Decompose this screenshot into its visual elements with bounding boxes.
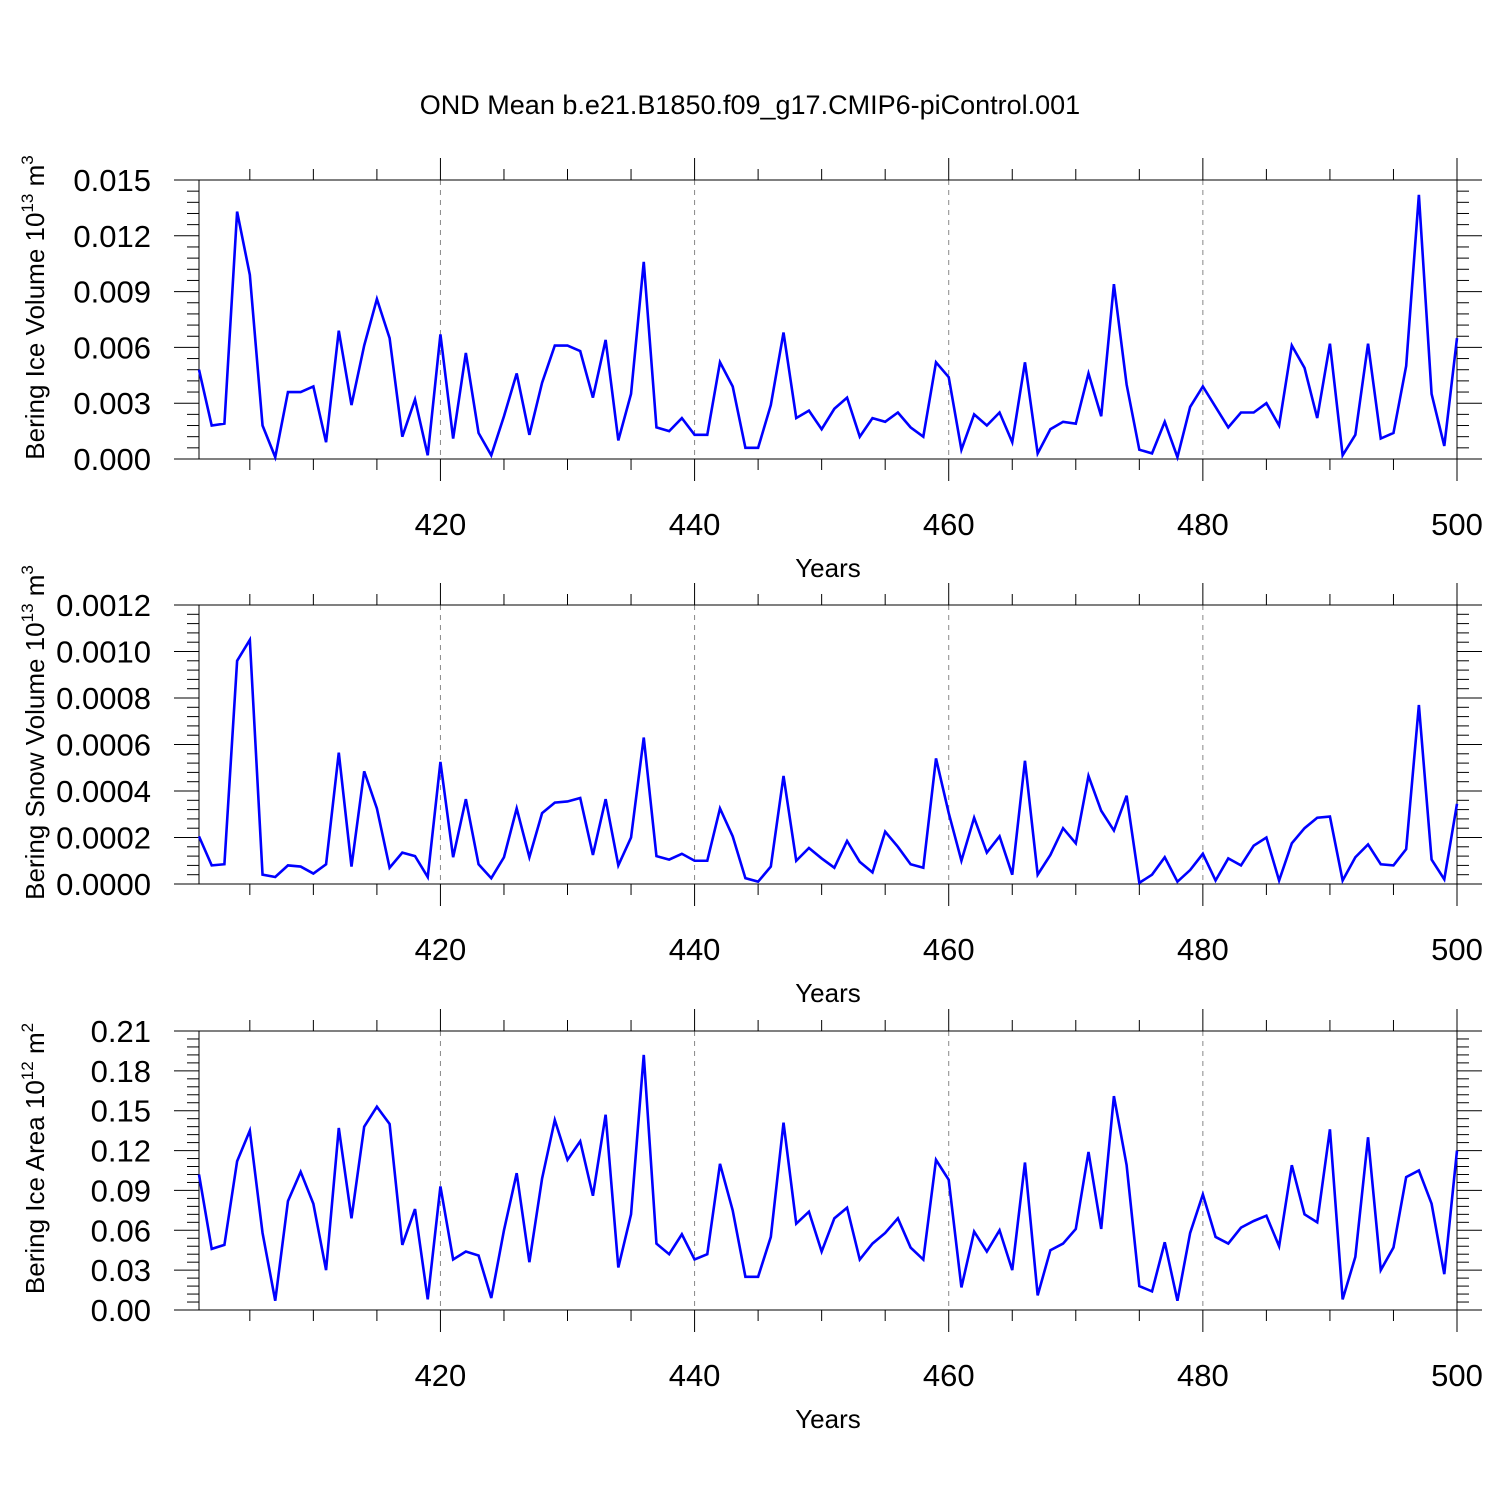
x-tick-label: 460 [923,507,975,542]
series-line-0 [197,635,1459,886]
figure-title: OND Mean b.e21.B1850.f09_g17.CMIP6-piCon… [420,90,1080,120]
y-tick-label: 0.18 [91,1054,151,1089]
x-tick-label: 440 [669,507,721,542]
y-axis-label: Bering Snow Volume 1013 m3 [18,565,50,900]
y-tick-label: 0.0000 [56,867,151,902]
x-axis-label: Years [795,978,861,1008]
x-tick-label: 480 [1177,507,1229,542]
y-tick-label: 0.21 [91,1014,151,1049]
x-tick-label: 460 [923,932,975,967]
y-tick-label: 0.000 [73,442,151,477]
x-tick-label: 500 [1431,507,1483,542]
x-tick-label: 500 [1431,932,1483,967]
panel-snow-volume: 420 440 460 480 500 Years 0.0000 0.0002 0.0004 0.… [18,565,1483,1008]
x-tick-label: 480 [1177,932,1229,967]
panel-ice-area: 420 440 460 480 500 Years 0.00 0.03 0.06 0.09 0.12… [18,1009,1483,1434]
x-tick-label: 460 [923,1358,975,1393]
x-tick-label: 420 [415,1358,467,1393]
y-tick-label: 0.015 [73,163,151,198]
y-tick-label: 0.0004 [56,774,151,809]
y-tick-label: 0.0012 [56,588,151,623]
x-tick-label: 420 [415,932,467,967]
series-line-0 [197,1054,1459,1301]
panel-ice-volume: 420 440 460 480 500 Years 0.000 0.003 0.006 0.009… [18,155,1483,583]
series-line-0 [197,194,1459,462]
y-tick-label: 0.0006 [56,728,151,763]
y-tick-label: 0.06 [91,1213,151,1248]
y-tick-label: 0.09 [91,1173,151,1208]
y-tick-label: 0.006 [73,330,151,365]
x-tick-label: 420 [415,507,467,542]
y-tick-label: 0.003 [73,386,151,421]
y-tick-label: 0.009 [73,275,151,310]
y-tick-label: 0.15 [91,1094,151,1129]
plot-frame [198,1030,1458,1311]
y-axis-label: Bering Ice Area 1012 m2 [18,1023,50,1294]
x-tick-label: 480 [1177,1358,1229,1393]
x-tick-label: 440 [669,932,721,967]
y-tick-label: 0.12 [91,1134,151,1169]
x-tick-label: 500 [1431,1358,1483,1393]
y-tick-label: 0.0008 [56,681,151,716]
y-tick-label: 0.00 [91,1293,151,1328]
y-tick-label: 0.03 [91,1253,151,1288]
y-axis-label: Bering Ice Volume 1013 m3 [18,155,50,459]
y-tick-label: 0.0002 [56,821,151,856]
x-axis-label: Years [795,1404,861,1434]
y-tick-label: 0.0010 [56,635,151,670]
x-tick-label: 440 [669,1358,721,1393]
x-axis-label: Years [795,553,861,583]
y-tick-label: 0.012 [73,219,151,254]
plot-frame [198,179,1458,460]
